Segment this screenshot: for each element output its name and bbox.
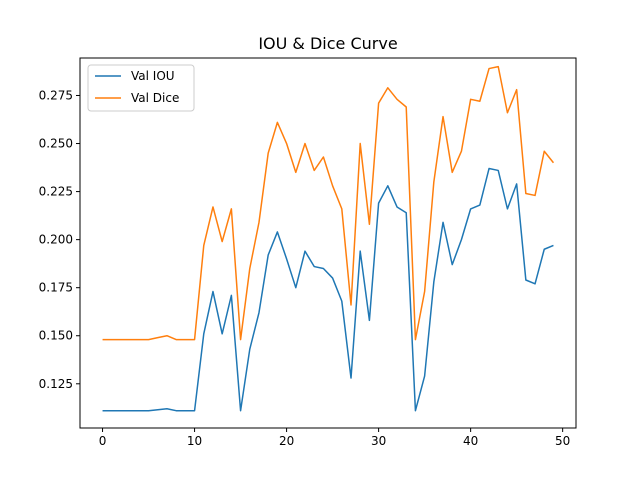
- series-line-val-dice: [102, 65, 555, 341]
- y-tick-label: 0.275: [39, 88, 73, 102]
- series-line-val-iou: [102, 167, 554, 412]
- plot-frame: [79, 57, 577, 429]
- x-tick-label: 10: [187, 434, 202, 448]
- x-tick-label: 20: [279, 434, 294, 448]
- legend-label: Val IOU: [131, 69, 175, 83]
- legend-label: Val Dice: [131, 91, 179, 105]
- y-tick-label: 0.150: [39, 329, 73, 343]
- plot-lines: [102, 65, 555, 412]
- y-tick-label: 0.125: [39, 377, 73, 391]
- x-tick-label: 40: [463, 434, 478, 448]
- x-tick-label: 50: [555, 434, 570, 448]
- y-axis: 0.125 0.150 0.175 0.200 0.225 0.250 0.275: [39, 88, 80, 391]
- chart-title: IOU & Dice Curve: [258, 34, 397, 53]
- x-axis: 0 10 20 30 40 50: [99, 428, 570, 448]
- y-tick-label: 0.225: [39, 185, 73, 199]
- y-tick-label: 0.200: [39, 233, 73, 247]
- x-tick-label: 0: [99, 434, 107, 448]
- legend: Val IOU Val Dice: [87, 64, 195, 112]
- y-tick-label: 0.175: [39, 281, 73, 295]
- y-tick-label: 0.250: [39, 137, 73, 151]
- x-tick-label: 30: [371, 434, 386, 448]
